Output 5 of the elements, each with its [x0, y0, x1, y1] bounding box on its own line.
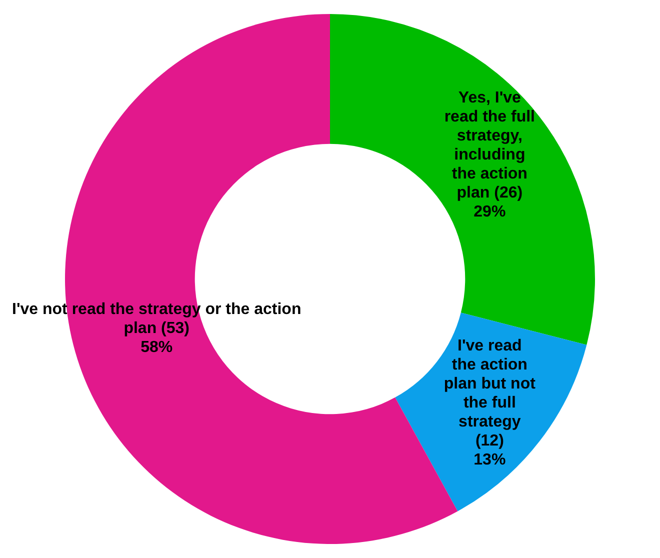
data-label: 58% — [140, 339, 173, 356]
data-label: 13% — [474, 451, 506, 468]
data-label: 29% — [474, 204, 506, 221]
slice-label: I've read the action plan but not the full strategy (12) — [444, 337, 536, 450]
slice-label: Yes, I've read the full strategy, including the action plan (26) — [444, 90, 536, 202]
